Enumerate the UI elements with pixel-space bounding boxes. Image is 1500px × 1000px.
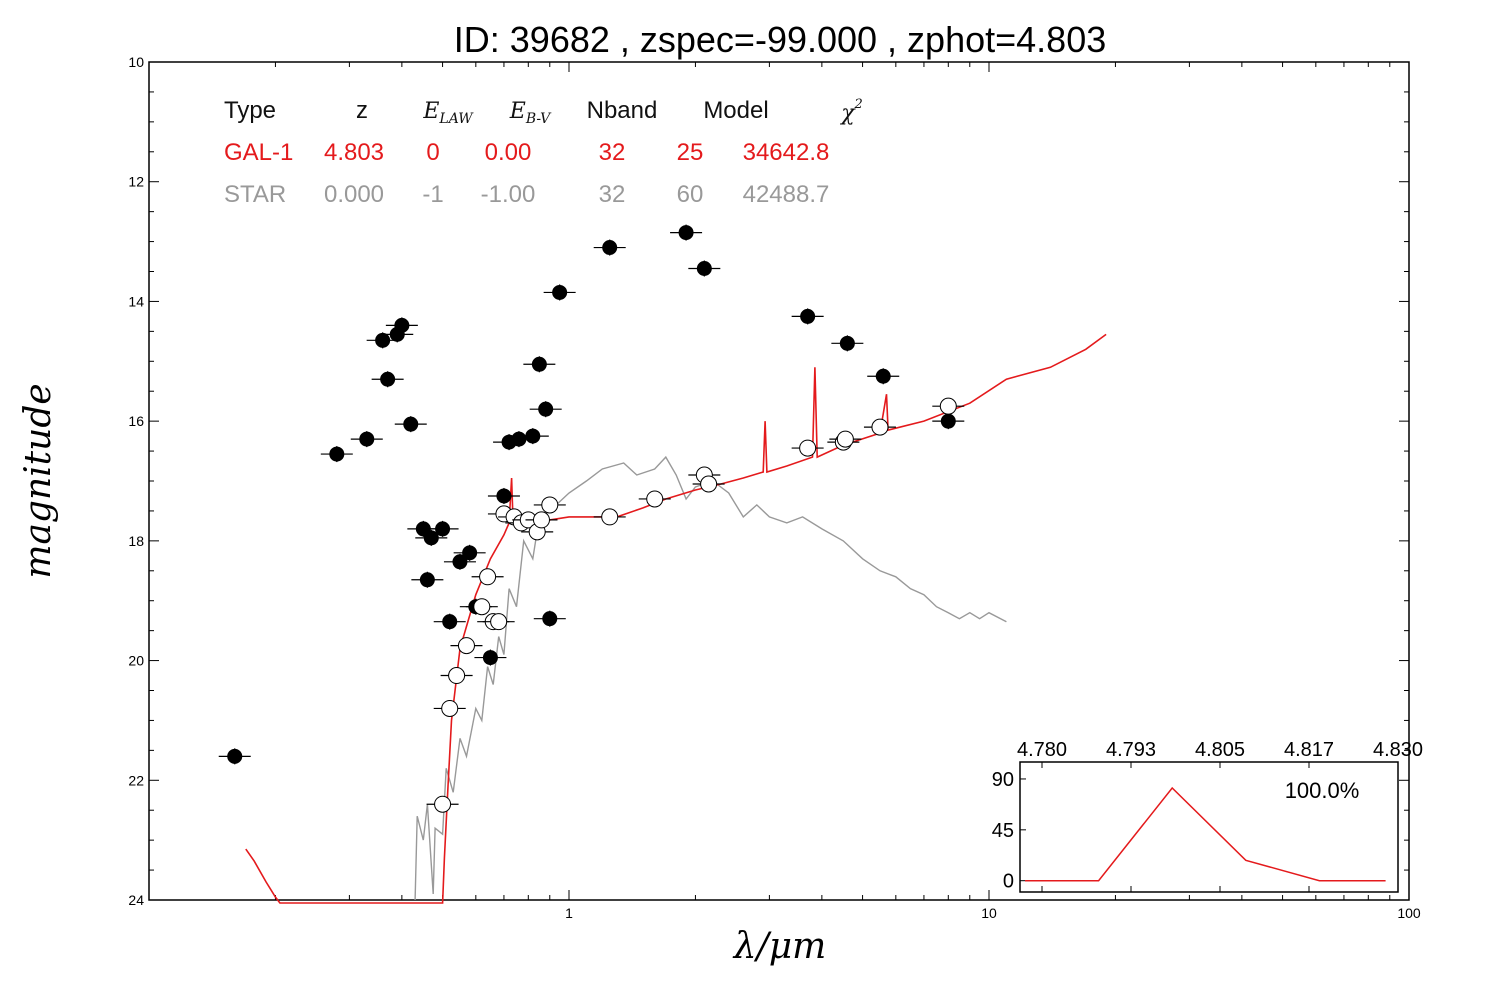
table-header: Model	[703, 97, 768, 124]
data-point-model	[448, 667, 466, 685]
inset-y-tick-label: 90	[992, 769, 1014, 791]
data-point-model	[490, 613, 508, 631]
data-point-observed	[678, 225, 694, 241]
data-point-observed	[329, 446, 345, 462]
table-cell: 0.000	[324, 181, 384, 208]
series-line-star	[414, 455, 1007, 901]
inset-probability-label: 100.0%	[1285, 778, 1360, 803]
y-tick-label: 16	[128, 413, 144, 429]
data-point-observed	[531, 356, 547, 372]
data-point-model	[799, 439, 817, 457]
data-point-observed	[538, 401, 554, 417]
inset-x-tick-label: 4.780	[1017, 739, 1067, 761]
data-point-model	[541, 496, 559, 514]
data-point-observed	[525, 428, 541, 444]
inset-x-tick-label: 4.830	[1373, 739, 1423, 761]
data-point-observed	[602, 240, 618, 256]
inset-x-tick-label: 4.817	[1284, 739, 1334, 761]
data-point-model	[646, 490, 664, 508]
data-point-observed	[442, 614, 458, 630]
chart-title: ID: 39682 , zspec=-99.000 , zphot=4.803	[454, 19, 1106, 60]
y-tick-label: 20	[128, 653, 144, 669]
data-point-observed	[800, 308, 816, 324]
table-cell: 0	[426, 139, 439, 166]
table-header-chi2: χ2	[839, 97, 863, 126]
data-point-model	[939, 397, 957, 415]
y-tick-label: 14	[128, 293, 144, 309]
data-point-observed	[496, 488, 512, 504]
series-line-gal-1	[245, 333, 1107, 904]
data-point-observed	[394, 317, 410, 333]
table-header: Type	[224, 97, 276, 124]
fit-results-table: Type z Nband Model ELAW EB-V χ2 GAL-1 4.803 0 0.00…	[224, 97, 863, 208]
y-tick-label: 22	[128, 772, 144, 788]
table-header-elaw: ELAW	[422, 99, 474, 127]
data-point-observed	[482, 650, 498, 666]
table-cell: -1	[422, 181, 443, 208]
x-axis-label: λ/μm	[732, 926, 826, 967]
data-point-observed	[227, 748, 243, 764]
data-point-observed	[452, 554, 468, 570]
data-point-model	[601, 508, 619, 526]
data-point-observed	[552, 284, 568, 300]
inset-x-tick-label: 4.805	[1195, 739, 1245, 761]
data-point-observed	[940, 413, 956, 429]
data-point-observed	[423, 530, 439, 546]
data-point-observed	[380, 371, 396, 387]
y-tick-label: 12	[128, 174, 144, 190]
table-cell: STAR	[224, 181, 286, 208]
table-cell: 25	[677, 139, 704, 166]
data-point-model	[441, 699, 459, 717]
chart-series	[218, 224, 1107, 904]
inset-y-tick-label: 0	[1003, 871, 1014, 893]
data-point-observed	[435, 521, 451, 537]
x-tick-label: 100	[1397, 905, 1421, 921]
data-point-model	[457, 637, 475, 655]
table-header-ebv: EB-V	[509, 99, 552, 127]
data-point-observed	[375, 332, 391, 348]
data-point-observed	[511, 431, 527, 447]
pdz-inset: 4.780 4.793 4.805 4.817 4.830 0 45 90 100.0%	[992, 739, 1423, 893]
data-point-observed	[403, 416, 419, 432]
y-tick-label: 24	[128, 892, 144, 908]
table-cell: 42488.7	[743, 181, 830, 208]
inset-y-tick-label: 45	[992, 820, 1014, 842]
data-point-observed	[839, 335, 855, 351]
data-point-observed	[462, 545, 478, 561]
inset-pdz-line	[1025, 786, 1386, 882]
data-point-observed	[875, 368, 891, 384]
table-cell: 60	[677, 181, 704, 208]
table-header: Nband	[587, 97, 658, 124]
table-cell: GAL-1	[224, 139, 293, 166]
y-tick-label: 18	[128, 533, 144, 549]
table-cell: 32	[599, 181, 626, 208]
y-axis: 10 12 14 16 18 20 22 24	[128, 54, 1409, 908]
table-cell: 4.803	[324, 139, 384, 166]
data-point-observed	[359, 431, 375, 447]
x-tick-label: 1	[565, 905, 573, 921]
table-cell: 0.00	[485, 139, 532, 166]
data-point-observed	[542, 611, 558, 627]
table-cell: 32	[599, 139, 626, 166]
data-point-model	[700, 475, 718, 493]
x-tick-label: 10	[981, 905, 997, 921]
data-point-observed	[419, 572, 435, 588]
data-point-model	[836, 430, 854, 448]
table-cell: 34642.8	[743, 139, 830, 166]
y-tick-label: 10	[128, 54, 144, 70]
inset-frame	[1019, 761, 1399, 893]
data-point-model	[434, 795, 452, 813]
data-point-observed	[696, 261, 712, 277]
data-point-model	[532, 511, 550, 529]
y-axis-label: magnitude	[18, 383, 59, 578]
inset-x-tick-label: 4.793	[1106, 739, 1156, 761]
table-header: z	[356, 97, 368, 124]
data-point-model	[473, 598, 491, 616]
data-point-model	[479, 568, 497, 586]
table-cell: -1.00	[481, 181, 536, 208]
x-axis: 1 10 100	[274, 62, 1421, 921]
data-point-model	[871, 418, 889, 436]
